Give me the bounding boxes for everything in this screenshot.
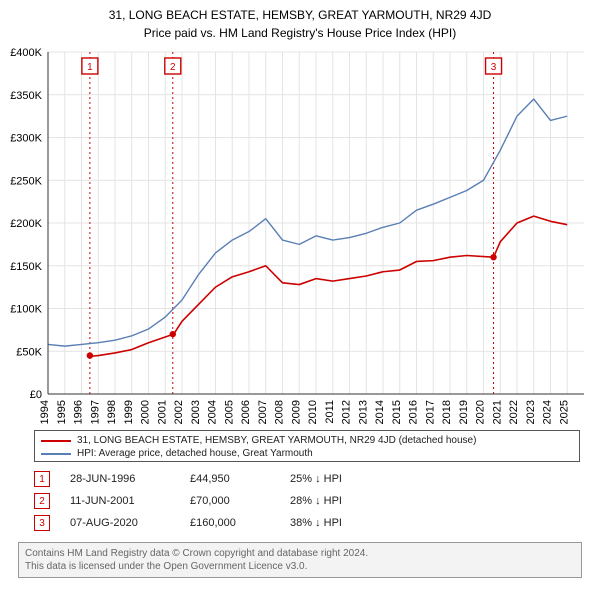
footer-attribution: Contains HM Land Registry data © Crown c… <box>18 542 582 578</box>
marker-note: 25% ↓ HPI <box>290 473 580 485</box>
chart-title-address: 31, LONG BEACH ESTATE, HEMSBY, GREAT YAR… <box>0 0 600 22</box>
svg-text:2025: 2025 <box>558 400 570 424</box>
legend-label: 31, LONG BEACH ESTATE, HEMSBY, GREAT YAR… <box>77 435 476 446</box>
svg-text:2012: 2012 <box>341 400 353 424</box>
svg-text:2011: 2011 <box>324 400 336 424</box>
marker-badge: 3 <box>34 515 50 531</box>
svg-text:2002: 2002 <box>173 400 185 424</box>
svg-text:2017: 2017 <box>424 400 436 424</box>
footer-line1: Contains HM Land Registry data © Crown c… <box>25 547 575 560</box>
marker-date: 28-JUN-1996 <box>70 473 170 485</box>
chart-area: 1 2 3 £0 £50K £100K £150K £200K £250K £300K £350K £… <box>0 44 600 424</box>
chart-title-subtitle: Price paid vs. HM Land Registry's House … <box>0 22 600 44</box>
svg-text:1995: 1995 <box>56 400 68 424</box>
svg-text:2000: 2000 <box>140 400 152 424</box>
svg-text:2010: 2010 <box>307 400 319 424</box>
page-root: 31, LONG BEACH ESTATE, HEMSBY, GREAT YAR… <box>0 0 600 590</box>
marker-date: 07-AUG-2020 <box>70 517 170 529</box>
legend-row: HPI: Average price, detached house, Grea… <box>41 447 573 460</box>
svg-text:2023: 2023 <box>525 400 537 424</box>
svg-text:2015: 2015 <box>391 400 403 424</box>
svg-text:1997: 1997 <box>89 400 101 424</box>
marker-row: 2 11-JUN-2001 £70,000 28% ↓ HPI <box>34 490 580 512</box>
marker-row: 3 07-AUG-2020 £160,000 38% ↓ HPI <box>34 512 580 534</box>
svg-text:1: 1 <box>87 62 93 73</box>
svg-text:2007: 2007 <box>257 400 269 424</box>
svg-text:2020: 2020 <box>475 400 487 424</box>
svg-text:2001: 2001 <box>156 400 168 424</box>
marker-badge: 1 <box>34 471 50 487</box>
svg-text:2018: 2018 <box>441 400 453 424</box>
svg-text:£200K: £200K <box>10 218 42 230</box>
svg-text:1999: 1999 <box>123 400 135 424</box>
svg-text:£100K: £100K <box>10 304 42 316</box>
chart-svg: 1 2 3 £0 £50K £100K £150K £200K £250K £300K £350K £… <box>0 44 600 424</box>
svg-text:£0: £0 <box>30 389 42 401</box>
marker-note: 28% ↓ HPI <box>290 495 580 507</box>
svg-text:2013: 2013 <box>357 400 369 424</box>
svg-text:2005: 2005 <box>223 400 235 424</box>
legend-swatch <box>41 440 71 442</box>
svg-text:2022: 2022 <box>508 400 520 424</box>
marker-price: £70,000 <box>190 495 270 507</box>
footer-line2: This data is licensed under the Open Gov… <box>25 560 575 573</box>
svg-text:£300K: £300K <box>10 133 42 145</box>
svg-text:2024: 2024 <box>542 400 554 424</box>
svg-text:2021: 2021 <box>491 400 503 424</box>
legend: 31, LONG BEACH ESTATE, HEMSBY, GREAT YAR… <box>34 430 580 462</box>
svg-text:2014: 2014 <box>374 400 386 424</box>
sale-marker-table: 1 28-JUN-1996 £44,950 25% ↓ HPI 2 11-JUN-2001… <box>34 468 580 534</box>
marker-note: 38% ↓ HPI <box>290 517 580 529</box>
svg-text:£50K: £50K <box>16 346 42 358</box>
svg-text:£350K: £350K <box>10 90 42 102</box>
marker-row: 1 28-JUN-1996 £44,950 25% ↓ HPI <box>34 468 580 490</box>
svg-text:1998: 1998 <box>106 400 118 424</box>
marker-price: £160,000 <box>190 517 270 529</box>
svg-text:2019: 2019 <box>458 400 470 424</box>
marker-badge: 2 <box>34 493 50 509</box>
svg-text:3: 3 <box>491 62 497 73</box>
marker-price: £44,950 <box>190 473 270 485</box>
svg-text:£400K: £400K <box>10 47 42 59</box>
svg-text:2008: 2008 <box>274 400 286 424</box>
svg-text:2: 2 <box>170 62 176 73</box>
svg-text:2016: 2016 <box>408 400 420 424</box>
svg-text:2003: 2003 <box>190 400 202 424</box>
legend-swatch <box>41 453 71 455</box>
svg-text:1994: 1994 <box>39 400 51 424</box>
svg-text:£150K: £150K <box>10 261 42 273</box>
svg-text:1996: 1996 <box>73 400 85 424</box>
legend-row: 31, LONG BEACH ESTATE, HEMSBY, GREAT YAR… <box>41 434 573 447</box>
svg-text:2004: 2004 <box>207 400 219 424</box>
marker-date: 11-JUN-2001 <box>70 495 170 507</box>
svg-text:£250K: £250K <box>10 175 42 187</box>
svg-text:2009: 2009 <box>290 400 302 424</box>
legend-label: HPI: Average price, detached house, Grea… <box>77 448 313 459</box>
svg-text:2006: 2006 <box>240 400 252 424</box>
